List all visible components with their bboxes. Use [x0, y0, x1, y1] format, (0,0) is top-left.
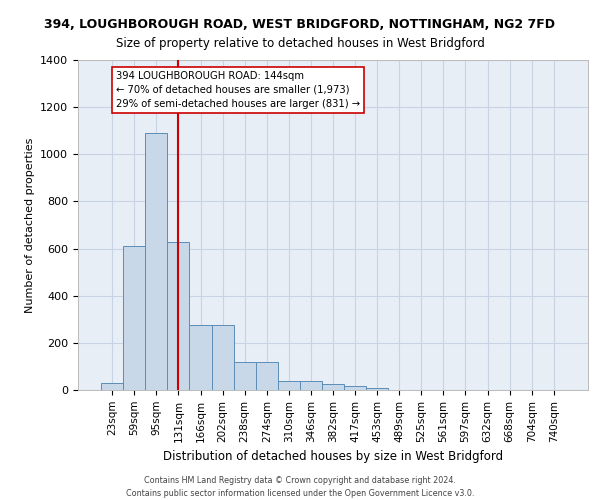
Text: Contains HM Land Registry data © Crown copyright and database right 2024.
Contai: Contains HM Land Registry data © Crown c…: [126, 476, 474, 498]
Bar: [322, 384, 344, 390]
Bar: [278, 380, 300, 390]
Bar: [101, 383, 123, 390]
Bar: [256, 362, 278, 390]
Bar: [167, 242, 190, 390]
Bar: [300, 380, 322, 390]
Bar: [123, 246, 145, 390]
X-axis label: Distribution of detached houses by size in West Bridgford: Distribution of detached houses by size …: [163, 450, 503, 463]
Text: 394, LOUGHBOROUGH ROAD, WEST BRIDGFORD, NOTTINGHAM, NG2 7FD: 394, LOUGHBOROUGH ROAD, WEST BRIDGFORD, …: [44, 18, 556, 30]
Bar: [190, 325, 212, 390]
Bar: [366, 388, 388, 390]
Bar: [212, 325, 233, 390]
Bar: [344, 386, 366, 390]
Bar: [233, 362, 256, 390]
Text: Size of property relative to detached houses in West Bridgford: Size of property relative to detached ho…: [116, 38, 484, 51]
Text: 394 LOUGHBOROUGH ROAD: 144sqm
← 70% of detached houses are smaller (1,973)
29% o: 394 LOUGHBOROUGH ROAD: 144sqm ← 70% of d…: [116, 70, 359, 108]
Bar: [145, 133, 167, 390]
Y-axis label: Number of detached properties: Number of detached properties: [25, 138, 35, 312]
